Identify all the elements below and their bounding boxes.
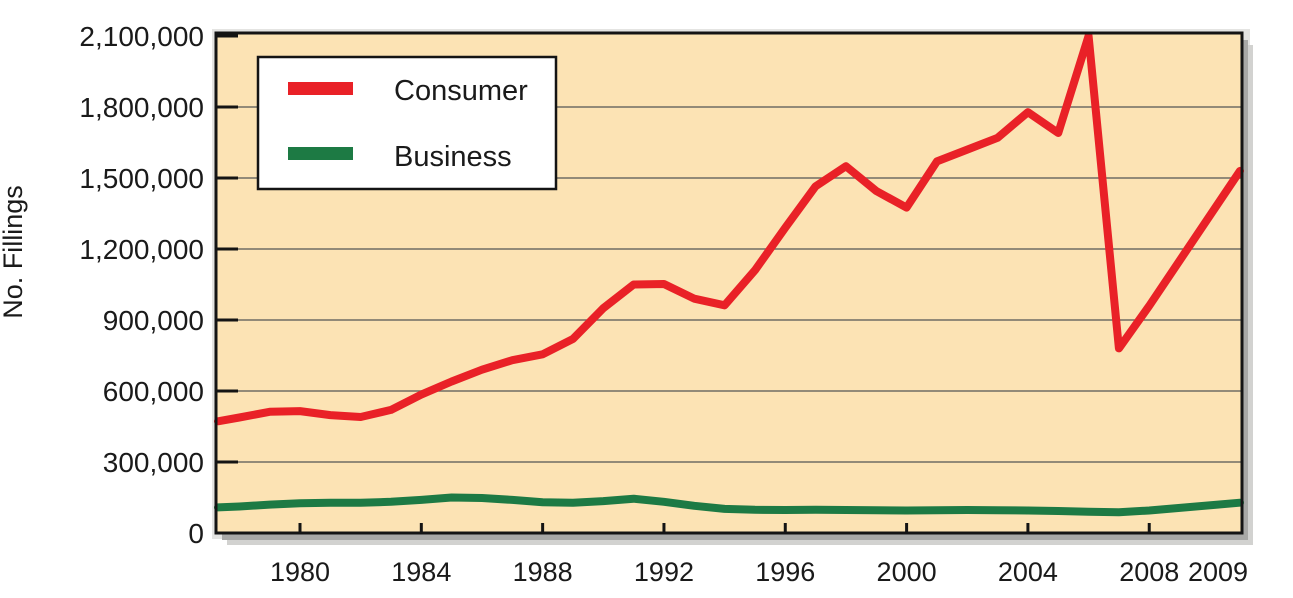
x-tick-label: 2000 <box>877 557 937 587</box>
series-line-consumer <box>214 32 1244 426</box>
x-tick-label-edge: 2009 <box>1188 557 1248 587</box>
x-axis-labels: 1980 1984 1988 1992 1996 2000 2004 2008 2009 <box>270 557 1248 587</box>
y-tick-label: 2,100,000 <box>79 21 204 52</box>
legend-swatch-consumer <box>288 82 353 95</box>
x-tick-label: 1996 <box>755 557 815 587</box>
y-tick-label: 1,500,000 <box>79 163 204 194</box>
legend-box <box>256 55 558 191</box>
y-axis-labels: 0 300,000 600,000 900,000 1,200,000 1,500,000… <box>79 21 204 549</box>
legend-label-consumer: Consumer <box>394 75 528 107</box>
legend-swatch-business <box>288 147 353 160</box>
y-axis-title: No. Fillings <box>0 185 28 319</box>
x-tick-label: 1984 <box>391 557 451 587</box>
y-tick-label: 300,000 <box>103 447 204 478</box>
y-tick-label: 0 <box>188 518 204 549</box>
axis-ticks <box>216 34 1151 533</box>
x-tick-label: 1980 <box>270 557 330 587</box>
legend-label-business: Business <box>394 141 512 173</box>
x-tick-label: 2004 <box>998 557 1058 587</box>
plot-border <box>214 31 1244 535</box>
x-tick-label: 1992 <box>634 557 694 587</box>
series-line-business <box>214 493 1244 517</box>
y-tick-label: 1,200,000 <box>79 234 204 265</box>
y-tick-label: 900,000 <box>103 305 204 336</box>
x-tick-label: 1988 <box>513 557 573 587</box>
y-tick-label: 1,800,000 <box>79 92 204 123</box>
series-lines <box>214 32 1244 517</box>
legend: Consumer Business <box>256 55 558 191</box>
y-tick-label: 600,000 <box>103 376 204 407</box>
x-tick-label: 2008 <box>1119 557 1179 587</box>
